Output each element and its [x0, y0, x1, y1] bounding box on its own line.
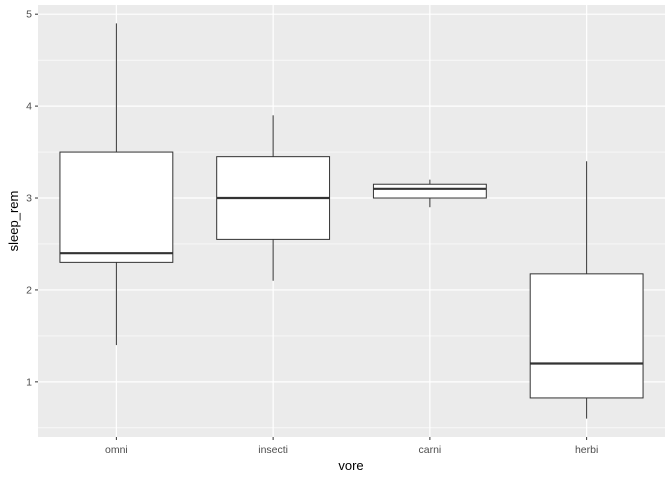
x-tick-label: herbi: [575, 444, 598, 456]
y-axis-title: sleep_rem: [6, 191, 21, 252]
box-body: [372, 183, 487, 199]
box-herbi: [529, 161, 644, 419]
box-body: [59, 151, 174, 263]
box-carni: [372, 179, 487, 208]
box-insecti: [216, 115, 331, 281]
x-tick-label: carni: [418, 444, 441, 456]
y-tick-label: 1: [26, 376, 32, 388]
y-tick-label: 2: [26, 284, 32, 296]
x-tick-label: omni: [105, 444, 128, 456]
x-axis-title: vore: [338, 458, 363, 473]
y-axis-ticks: 1 2 3 4 5: [26, 9, 38, 388]
box-omni: [59, 23, 174, 346]
box-body: [529, 273, 644, 399]
x-axis-ticks: omni insecti carni herbi: [105, 437, 598, 456]
y-tick-label: 3: [26, 193, 32, 205]
y-tick-label: 5: [26, 9, 32, 21]
x-tick-label: insecti: [258, 444, 288, 456]
boxes-layer: [59, 23, 644, 419]
y-tick-label: 4: [26, 101, 32, 113]
